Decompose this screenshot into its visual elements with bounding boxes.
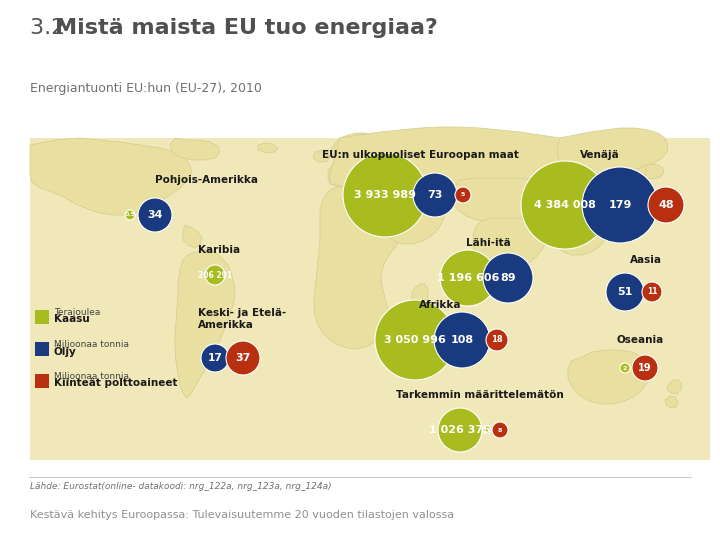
Text: 18: 18 — [491, 335, 503, 345]
FancyBboxPatch shape — [35, 374, 49, 388]
Circle shape — [226, 341, 260, 375]
Circle shape — [486, 329, 508, 351]
Polygon shape — [452, 178, 563, 222]
Polygon shape — [330, 127, 595, 193]
Text: Keski- ja Etelä-
Amerikka: Keski- ja Etelä- Amerikka — [198, 308, 287, 330]
Polygon shape — [183, 225, 202, 248]
Text: Kestävä kehitys Euroopassa: Tulevaisuutemme 20 vuoden tilastojen valossa: Kestävä kehitys Euroopassa: Tulevaisuute… — [30, 510, 454, 520]
Polygon shape — [540, 175, 637, 220]
Polygon shape — [635, 165, 646, 180]
Text: Miljoonaa tonnia: Miljoonaa tonnia — [54, 372, 129, 381]
Polygon shape — [665, 396, 678, 408]
Text: Energiantuonti EU:hun (EU-27), 2010: Energiantuonti EU:hun (EU-27), 2010 — [30, 82, 262, 95]
Text: Pohjois-Amerikka: Pohjois-Amerikka — [155, 175, 258, 185]
Text: 4 384 008: 4 384 008 — [534, 200, 596, 210]
Circle shape — [492, 422, 508, 438]
Text: 1 026 375: 1 026 375 — [429, 425, 491, 435]
Text: 0.5: 0.5 — [125, 213, 135, 218]
Text: 48: 48 — [658, 200, 674, 210]
Circle shape — [201, 344, 229, 372]
Polygon shape — [314, 183, 413, 349]
Polygon shape — [557, 128, 668, 173]
Circle shape — [483, 426, 491, 434]
Circle shape — [455, 187, 471, 203]
Text: Terajoulea: Terajoulea — [54, 308, 100, 318]
Text: Venäjä: Venäjä — [580, 150, 620, 160]
Text: Mistä maista EU tuo energiaa?: Mistä maista EU tuo energiaa? — [55, 18, 438, 38]
Text: 3 050 996: 3 050 996 — [384, 335, 446, 345]
Circle shape — [138, 198, 172, 232]
Text: Aasia: Aasia — [630, 255, 662, 265]
Text: Öljy: Öljy — [54, 345, 77, 357]
Circle shape — [620, 363, 630, 373]
FancyBboxPatch shape — [30, 138, 710, 460]
Polygon shape — [332, 138, 382, 170]
Circle shape — [632, 355, 658, 381]
Polygon shape — [30, 138, 192, 215]
Polygon shape — [555, 218, 607, 255]
Text: Lähi-itä: Lähi-itä — [466, 238, 510, 248]
Polygon shape — [170, 138, 220, 160]
Polygon shape — [258, 143, 278, 153]
Text: EU:n ulkopuoliset Euroopan maat: EU:n ulkopuoliset Euroopan maat — [322, 150, 518, 160]
Text: 37: 37 — [235, 353, 251, 363]
Text: 11: 11 — [647, 287, 657, 296]
FancyBboxPatch shape — [35, 342, 49, 356]
Text: 17: 17 — [207, 353, 222, 363]
Text: 3.2: 3.2 — [30, 18, 73, 38]
Text: 8: 8 — [498, 428, 502, 433]
Text: 3 933 989: 3 933 989 — [354, 190, 416, 200]
Text: Karibia: Karibia — [198, 245, 240, 255]
Circle shape — [483, 253, 533, 303]
Text: 73: 73 — [427, 190, 443, 200]
Text: 89: 89 — [500, 273, 516, 283]
FancyBboxPatch shape — [35, 310, 49, 324]
Text: 179: 179 — [608, 200, 631, 210]
Circle shape — [434, 312, 490, 368]
Circle shape — [375, 300, 455, 380]
Text: Kiinteät polttoaineet: Kiinteät polttoaineet — [54, 378, 178, 388]
Text: Lähde: Eurostat(online- datakoodi: nrg_122a, nrg_123a, nrg_124a): Lähde: Eurostat(online- datakoodi: nrg_1… — [30, 482, 332, 491]
Text: Kaasu: Kaasu — [54, 314, 90, 324]
Circle shape — [440, 250, 496, 306]
Circle shape — [438, 408, 482, 452]
Circle shape — [125, 210, 135, 220]
Polygon shape — [360, 163, 415, 184]
Polygon shape — [412, 284, 428, 310]
Circle shape — [642, 282, 662, 302]
Circle shape — [413, 173, 457, 217]
Polygon shape — [175, 250, 235, 398]
Text: 206 291: 206 291 — [198, 271, 232, 280]
Text: 51: 51 — [617, 287, 633, 297]
Circle shape — [205, 265, 225, 285]
Circle shape — [582, 167, 658, 243]
Polygon shape — [384, 188, 445, 244]
Circle shape — [343, 153, 427, 237]
Polygon shape — [568, 350, 650, 404]
Polygon shape — [638, 164, 664, 179]
Text: 2: 2 — [623, 366, 627, 370]
Text: 1 196 606: 1 196 606 — [437, 273, 499, 283]
Polygon shape — [328, 155, 488, 188]
Text: Miljoonaa tonnia: Miljoonaa tonnia — [54, 340, 129, 349]
Polygon shape — [473, 218, 548, 274]
Text: Oseania: Oseania — [616, 335, 664, 345]
Text: 19: 19 — [638, 363, 652, 373]
Text: 34: 34 — [148, 210, 163, 220]
Circle shape — [648, 187, 684, 223]
Polygon shape — [667, 380, 682, 394]
Text: 108: 108 — [451, 335, 474, 345]
Polygon shape — [313, 150, 330, 162]
Text: Afrikka: Afrikka — [419, 300, 462, 310]
Polygon shape — [340, 133, 387, 158]
Text: 0.2: 0.2 — [482, 428, 492, 433]
Text: Tarkemmin määrittelemätön: Tarkemmin määrittelemätön — [396, 390, 564, 400]
Text: 5: 5 — [461, 192, 465, 198]
Circle shape — [606, 273, 644, 311]
Circle shape — [521, 161, 609, 249]
